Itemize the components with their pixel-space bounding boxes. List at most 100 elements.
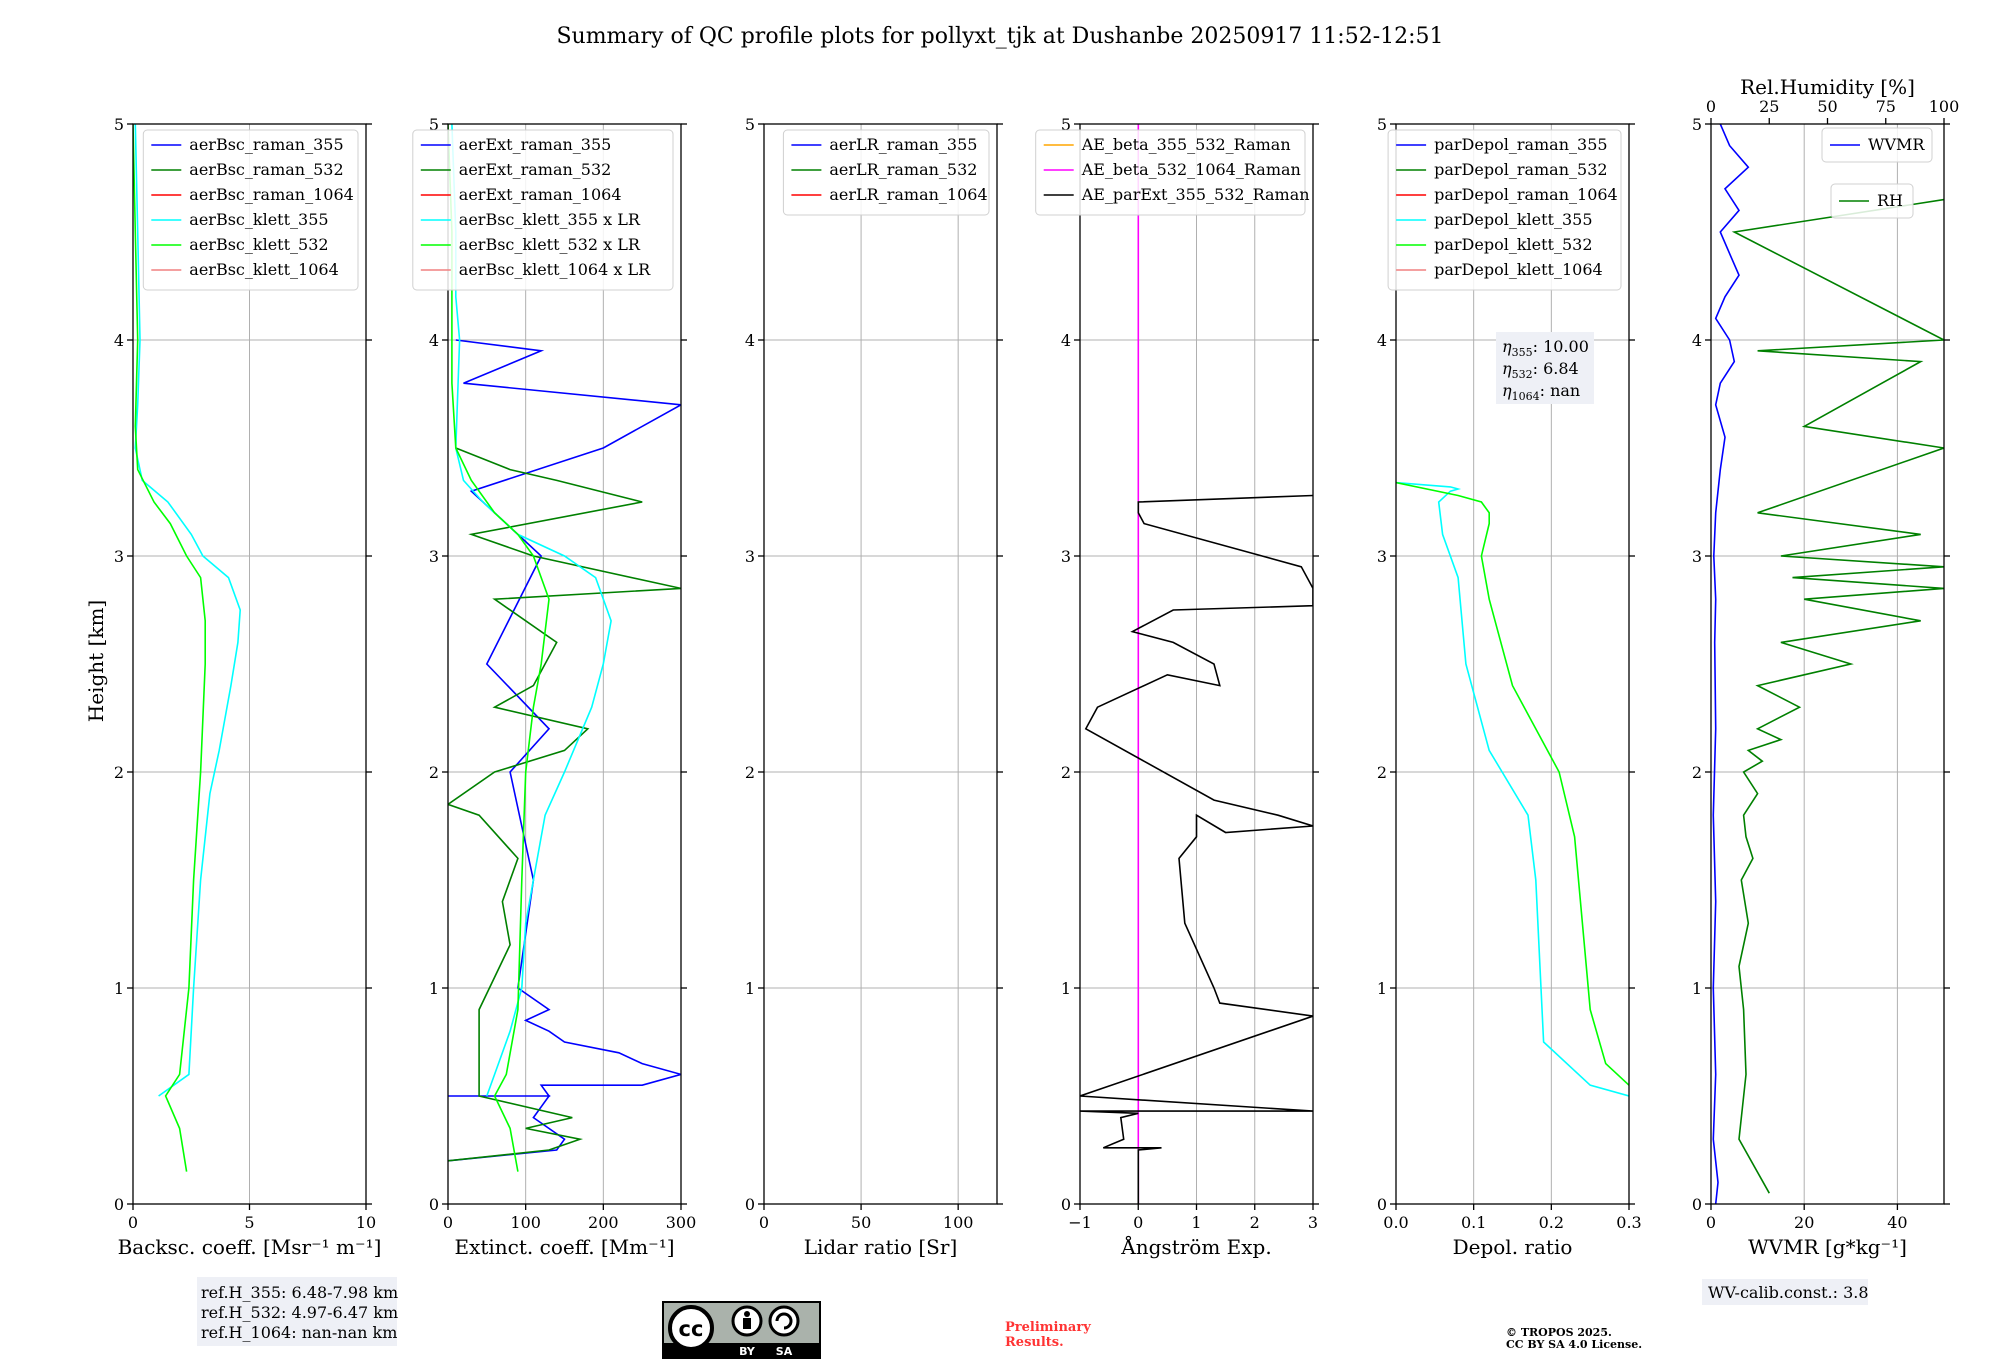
y-tick-label: 5 — [114, 115, 124, 134]
x-tick-label: 0 — [443, 1213, 453, 1232]
legend-box — [142, 129, 359, 291]
legend-box — [412, 129, 674, 291]
x-tick-label: 0.3 — [1616, 1213, 1641, 1232]
x-tick-label: 0 — [128, 1213, 138, 1232]
legend-entry: aerLR_raman_1064 — [829, 185, 987, 204]
x-tick-label: 100 — [510, 1213, 541, 1232]
x-tick-label: 0.0 — [1383, 1213, 1408, 1232]
y-tick-label: 1 — [1377, 979, 1387, 998]
y-tick-label: 5 — [1061, 115, 1071, 134]
legend-entry: aerExt_raman_532 — [459, 160, 612, 179]
grid — [133, 124, 366, 1204]
y-tick-label: 2 — [1377, 763, 1387, 782]
svg-text:cc: cc — [679, 1317, 704, 1341]
legend: aerLR_raman_355 aerLR_raman_532 aerLR_rama… — [782, 129, 990, 216]
x-tick-label: 3 — [1308, 1213, 1318, 1232]
y-tick-label: 2 — [745, 763, 755, 782]
grid — [764, 124, 997, 1204]
legend-entry: parDepol_raman_532 — [1434, 160, 1607, 179]
grid — [1080, 124, 1313, 1204]
y-tick-label: 3 — [1692, 547, 1702, 566]
svg-text:Results.: Results. — [1005, 1335, 1064, 1350]
x-tick-label: 0 — [1706, 1213, 1716, 1232]
panel-5: 0.0 0.1 0.2 0.3 0 1 2 3 4 5 Depol. ratio parDepol_r… — [1377, 115, 1642, 1259]
series-line-3 — [134, 124, 242, 1097]
axes-frame — [1710, 123, 1945, 1205]
x-tick-label: 40 — [1887, 1213, 1907, 1232]
legend-entry: AE_beta_532_1064_Raman — [1081, 160, 1301, 179]
y-tick-label: 3 — [1377, 547, 1387, 566]
x-tick-label: 50 — [851, 1213, 871, 1232]
copyright-note: © TROPOS 2025. CC BY SA 4.0 License. — [1506, 1326, 1642, 1351]
y-tick-label: 0 — [1061, 1195, 1071, 1214]
axes-frame — [763, 123, 998, 1205]
y-tick-label: 0 — [429, 1195, 439, 1214]
y-tick-label: 5 — [1377, 115, 1387, 134]
svg-text:BY: BY — [739, 1345, 756, 1358]
legend-entry: aerBsc_klett_532 — [189, 235, 328, 254]
legend-box — [782, 129, 990, 216]
legend-entry: parDepol_klett_355 — [1434, 210, 1592, 229]
series-group — [1396, 481, 1629, 1097]
axes-frame — [1395, 123, 1630, 1205]
svg-text:SA: SA — [776, 1345, 793, 1358]
x-tick-label: 0 — [759, 1213, 769, 1232]
legend-entry: aerBsc_raman_355 — [189, 135, 343, 154]
series-line-3 — [1396, 481, 1629, 1097]
ref-h-532: ref.H_532: 4.97-6.47 km — [201, 1303, 398, 1322]
x2-tick-label: 50 — [1817, 97, 1837, 116]
y-tick-label: 2 — [429, 763, 439, 782]
y-tick-label: 4 — [1692, 331, 1702, 350]
x-tick-label: 300 — [666, 1213, 697, 1232]
y-tick-label: 1 — [114, 979, 124, 998]
ref-h-1064: ref.H_1064: nan-nan km — [201, 1323, 397, 1342]
x-tick-label: 20 — [1794, 1213, 1814, 1232]
svg-text:WV-calib.const.: 3.8: WV-calib.const.: 3.8 — [1708, 1283, 1869, 1302]
x-tick-label: 0.2 — [1539, 1213, 1564, 1232]
grid — [1396, 124, 1629, 1204]
legend: AE_beta_355_532_Raman AE_beta_532_1064_Ra… — [1035, 129, 1310, 216]
legend-entry: aerBsc_klett_355 x LR — [459, 210, 641, 229]
y-tick-label: 0 — [114, 1195, 124, 1214]
x-tick-label: −1 — [1068, 1213, 1092, 1232]
series-group — [1712, 124, 1944, 1204]
x-tick-label: 5 — [244, 1213, 254, 1232]
eta-1064: η1064: nan — [1502, 381, 1580, 403]
legend: aerBsc_raman_355 aerBsc_raman_532 aerBsc_r… — [142, 129, 359, 291]
y-tick-label: 3 — [114, 547, 124, 566]
x-tick-label: 0 — [1133, 1213, 1143, 1232]
legend-entry: WVMR — [1868, 135, 1925, 154]
legend-box — [1387, 129, 1622, 291]
x-tick-label: 100 — [943, 1213, 974, 1232]
legend-entry: parDepol_raman_355 — [1434, 135, 1607, 154]
ref-h-355: ref.H_355: 6.48-7.98 km — [201, 1283, 398, 1302]
legend-entry: aerBsc_klett_355 — [189, 210, 328, 229]
legend-entry: aerBsc_klett_532 x LR — [459, 235, 641, 254]
legend-entry: aerLR_raman_532 — [829, 160, 977, 179]
y-tick-label: 4 — [1061, 331, 1071, 350]
legend-wvmr: WVMR — [1821, 127, 1933, 163]
x-tick-label: 10 — [356, 1213, 376, 1232]
y-tick-label: 0 — [1692, 1195, 1702, 1214]
cc-by-sa-badge: cc BY SA — [662, 1301, 821, 1359]
y-tick-label: 3 — [1061, 547, 1071, 566]
x-axis-label: Backsc. coeff. [Msr⁻¹ m⁻¹] — [118, 1235, 382, 1259]
series-line-1 — [1731, 198, 1944, 1194]
y-tick-label: 4 — [745, 331, 755, 350]
y-tick-label: 5 — [429, 115, 439, 134]
legend-entry: parDepol_raman_1064 — [1434, 185, 1618, 204]
legend-entry: parDepol_klett_532 — [1434, 235, 1592, 254]
y-tick-label: 0 — [745, 1195, 755, 1214]
legend-entry: aerBsc_raman_532 — [189, 160, 343, 179]
y-tick-label: 2 — [1692, 763, 1702, 782]
y-tick-label: 1 — [1061, 979, 1071, 998]
axes-frame — [447, 123, 682, 1205]
series-group — [1080, 124, 1313, 1204]
svg-text:CC BY SA 4.0 License.: CC BY SA 4.0 License. — [1506, 1338, 1642, 1351]
y-tick-label: 0 — [1377, 1195, 1387, 1214]
x-axis-label: Lidar ratio [Sr] — [804, 1235, 958, 1259]
x2-tick-label: 25 — [1759, 97, 1779, 116]
